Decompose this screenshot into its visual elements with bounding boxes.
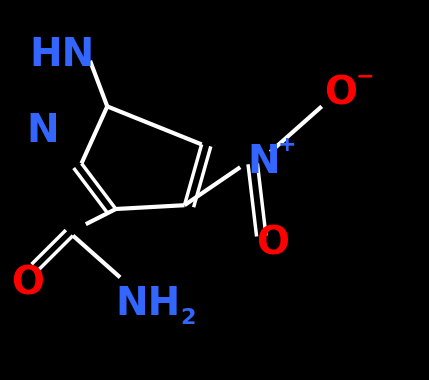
- Text: +: +: [277, 135, 296, 155]
- Text: O: O: [12, 264, 44, 302]
- Text: O: O: [256, 224, 289, 262]
- Text: N: N: [248, 142, 280, 180]
- Text: N: N: [27, 112, 59, 150]
- Text: HN: HN: [30, 36, 95, 74]
- Text: O: O: [325, 74, 357, 112]
- Text: 2: 2: [180, 309, 196, 328]
- Text: NH: NH: [115, 285, 181, 323]
- Text: −: −: [355, 67, 374, 87]
